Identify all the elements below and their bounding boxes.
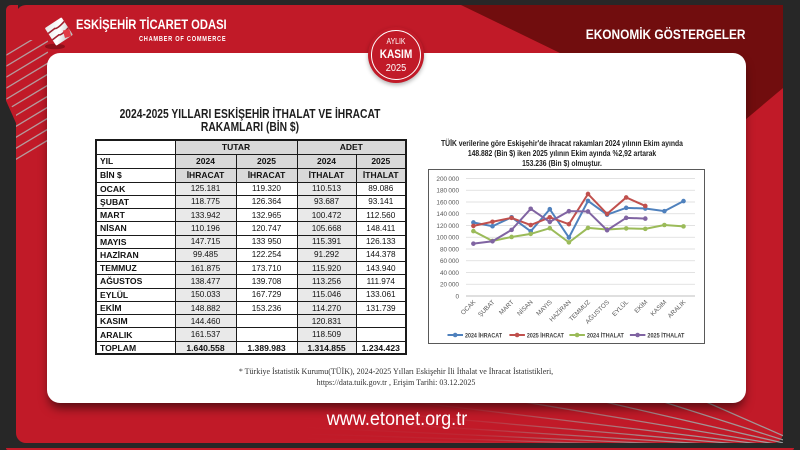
svg-text:120 000: 120 000	[436, 223, 459, 230]
svg-text:40 000: 40 000	[440, 270, 459, 277]
svg-text:80 000: 80 000	[440, 246, 459, 253]
svg-text:140 000: 140 000	[436, 211, 459, 218]
svg-text:60 000: 60 000	[440, 258, 459, 265]
svg-text:20 000: 20 000	[440, 282, 459, 289]
svg-text:100 000: 100 000	[436, 235, 459, 242]
svg-text:2024 İHRACAT: 2024 İHRACAT	[465, 331, 503, 339]
svg-text:0: 0	[455, 293, 459, 300]
svg-text:160 000: 160 000	[436, 199, 459, 206]
svg-text:2025 İHRACAT: 2025 İHRACAT	[527, 331, 565, 339]
svg-text:180 000: 180 000	[436, 188, 459, 195]
svg-text:200 000: 200 000	[436, 176, 459, 183]
svg-text:2025 İTHALAT: 2025 İTHALAT	[647, 331, 685, 339]
svg-text:2024 İTHALAT: 2024 İTHALAT	[587, 331, 625, 339]
